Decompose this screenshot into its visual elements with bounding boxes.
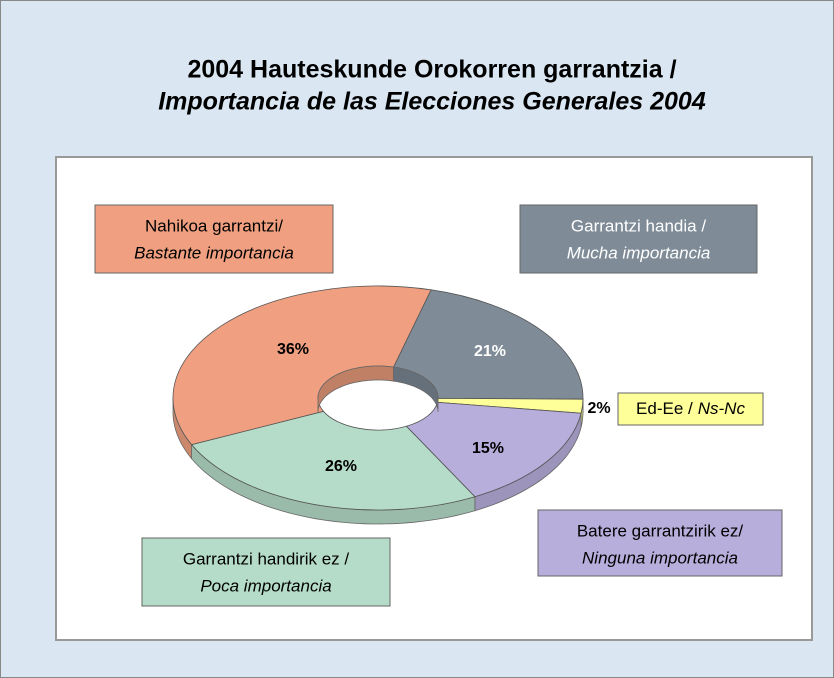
category-label: Poca importancia [200, 576, 331, 595]
chart-subtitle: Importancia de las Elecciones Generales … [158, 88, 706, 116]
category-box [617, 392, 764, 426]
category-box [537, 509, 783, 577]
hole-wall [393, 366, 439, 412]
data-label: 21% [474, 343, 506, 360]
category-label: Garrantzi handia / [571, 216, 706, 235]
category-label-part: Ns-Nc [698, 399, 746, 418]
category-label: Ed-Ee / Ns-Nc [636, 399, 745, 418]
hole-wall [317, 365, 394, 412]
category-label: Bastante importancia [134, 243, 294, 262]
category-label: Garrantzi handirik ez / [183, 549, 350, 568]
category-box [141, 537, 391, 607]
data-label: 36% [277, 341, 309, 358]
category-label: Mucha importancia [567, 243, 711, 262]
category-box [94, 204, 334, 274]
slice [405, 401, 582, 498]
category-label: Batere garrantzirik ez/ [577, 521, 744, 540]
category-box [519, 204, 758, 274]
slice [190, 410, 476, 511]
chart-title: 2004 Hauteskunde Orokorren garrantzia / [187, 56, 676, 84]
data-label: 26% [325, 458, 357, 475]
category-label: Nahikoa garrantzi/ [145, 216, 283, 235]
category-label: Ninguna importancia [582, 548, 738, 567]
category-label-part: Ed-Ee / [636, 399, 693, 418]
data-label: 2% [587, 400, 610, 417]
data-label: 15% [472, 440, 504, 457]
